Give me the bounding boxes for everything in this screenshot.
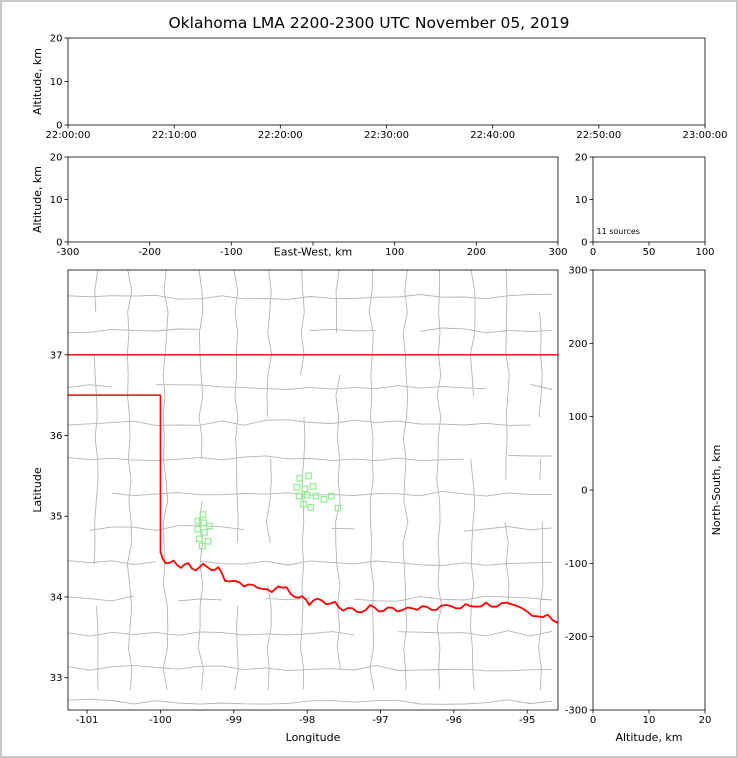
y-tick-label: 37 [50, 350, 63, 361]
y-tick-label: 35 [50, 512, 63, 523]
x-tick-label: 100 [695, 247, 714, 258]
x-tick-label: -96 [446, 715, 462, 726]
red-river-border-line [159, 550, 558, 624]
county-boundaries [68, 270, 553, 705]
y-tick-label: 20 [50, 34, 63, 45]
y-tick-label: 10 [50, 77, 63, 88]
y-tick-label: -200 [565, 632, 588, 643]
source-marker [307, 504, 315, 511]
x-tick-label: 0 [590, 247, 596, 258]
x-tick-label: 22:20:00 [258, 130, 303, 141]
x-tick-label: 20 [699, 715, 712, 726]
x-tick-label: 22:10:00 [152, 130, 197, 141]
panel-ns-height: 0 10 20 -300 -200 -100 0 100 200 300 Altitude, km N… [565, 266, 723, 745]
x-axis-label-bg [269, 246, 357, 258]
panel-altitude-histogram: 0 50 100 0 10 20 11 sources [575, 153, 715, 259]
x-tick-label: 0 [590, 715, 596, 726]
source-marker [301, 485, 309, 493]
y-tick-label: 300 [568, 266, 587, 277]
y-tick-label: -300 [565, 706, 588, 717]
y-tick-label: 0 [581, 486, 587, 497]
source-marker [305, 472, 312, 480]
x-tick-label: -99 [226, 715, 242, 726]
y-axis-label: North-South, km [710, 445, 723, 536]
x-tick-label: -300 [57, 247, 80, 258]
x-tick-label: 50 [643, 247, 656, 258]
source-marker [296, 474, 304, 482]
panhandle-border-line [68, 394, 162, 553]
map-content [68, 270, 558, 705]
x-tick-label: 100 [385, 247, 404, 258]
x-tick-label: 22:50:00 [576, 130, 621, 141]
x-tick-label: 22:00:00 [46, 130, 91, 141]
y-tick-label: 20 [575, 153, 588, 164]
x-tick-label: -95 [519, 715, 535, 726]
source-marker [206, 522, 213, 530]
x-tick-label: -100 [220, 247, 243, 258]
source-marker [293, 483, 301, 491]
x-tick-label: -200 [138, 247, 161, 258]
sources-count-annotation: 11 sources [597, 227, 640, 236]
y-tick-label: 0 [56, 121, 62, 132]
source-marker [300, 500, 307, 508]
source-marker [198, 542, 206, 550]
y-tick-label: 34 [50, 592, 63, 603]
y-tick-label: 200 [568, 339, 587, 350]
y-axis-label: Latitude [31, 467, 44, 513]
y-tick-label: 100 [568, 412, 587, 423]
x-tick-label: -101 [76, 715, 99, 726]
x-tick-label: -98 [299, 715, 315, 726]
x-tick-label: -100 [149, 715, 172, 726]
source-marker [327, 492, 335, 500]
source-marker [295, 492, 303, 500]
panel-border [67, 37, 706, 126]
x-tick-label: 23:00:00 [683, 130, 728, 141]
panel-border [592, 269, 706, 711]
figure-title: Oklahoma LMA 2200-2300 UTC November 05, … [168, 14, 569, 32]
x-axis-label: East-West, km [274, 246, 352, 259]
y-tick-label: 10 [575, 195, 588, 206]
panel-border [67, 269, 559, 711]
source-marker [334, 504, 342, 512]
x-tick-label: -97 [372, 715, 388, 726]
x-tick-label: 22:30:00 [364, 130, 409, 141]
source-marker [195, 535, 203, 543]
source-marker [201, 529, 208, 536]
y-axis-label: Altitude, km [31, 48, 44, 115]
source-marker [200, 519, 208, 527]
source-marker [309, 483, 317, 490]
panel-ew-height: -300-200-100010020030001020East-West, km… [31, 153, 568, 259]
x-tick-label: 10 [643, 715, 656, 726]
y-axis-label: Altitude, km [31, 166, 44, 233]
source-marker [199, 511, 207, 518]
source-marker [303, 491, 311, 499]
x-tick-label: 300 [548, 247, 567, 258]
y-tick-label: 33 [50, 673, 63, 684]
panel-border [67, 156, 559, 243]
y-tick-label: 20 [50, 153, 63, 164]
y-tick-label: 0 [581, 238, 587, 249]
y-tick-label: -100 [565, 559, 588, 570]
panel-plan-view: -101 -100 -99 -98 -97 -96 -95 33 34 35 36 37 Longitu… [31, 269, 559, 744]
x-axis-label: Longitude [286, 731, 341, 744]
y-tick-label: 10 [50, 195, 63, 206]
y-tick-label: 36 [50, 431, 63, 442]
x-tick-label: 22:40:00 [470, 130, 515, 141]
source-marker [204, 537, 212, 545]
x-axis-label: Altitude, km [615, 731, 682, 744]
source-marker [320, 495, 328, 503]
panel-time-height: 22:00:00 22:10:00 22:20:00 22:30:00 22:40:00… [31, 34, 727, 142]
y-tick-label: 0 [56, 238, 62, 249]
x-tick-label: 200 [467, 247, 486, 258]
source-marker [194, 525, 202, 533]
source-marker [312, 492, 320, 500]
